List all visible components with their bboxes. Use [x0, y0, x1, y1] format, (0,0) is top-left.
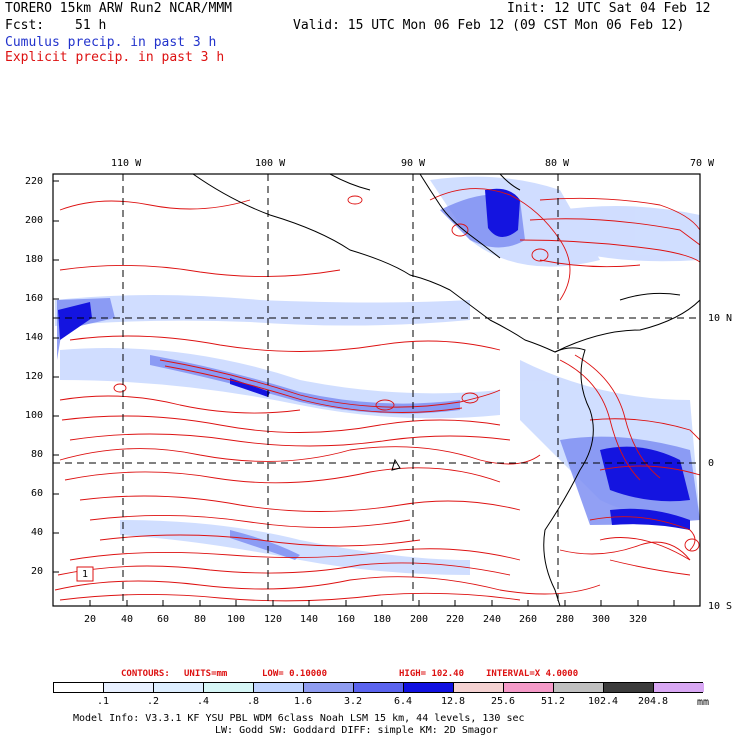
colorbar-cell: [154, 683, 204, 692]
colorbar-label: 6.4: [393, 696, 413, 707]
y-tick-80: 80: [31, 449, 44, 460]
x-tick-280: 280: [556, 614, 575, 625]
valid-time: Valid: 15 UTC Mon 06 Feb 12 (09 CST Mon …: [293, 18, 685, 33]
colorbar-cell: [654, 683, 704, 692]
y-tick-100: 100: [25, 410, 44, 421]
y-tick-60: 60: [31, 488, 44, 499]
colorbar-cell: [554, 683, 604, 692]
label-box-text: 1: [82, 569, 89, 580]
colorbar-cell: [354, 683, 404, 692]
contours-low: LOW= 0.10000: [262, 669, 328, 679]
lon-label-80w: 80 W: [545, 158, 570, 169]
precip-fields: [53, 174, 700, 606]
y-tick-20: 20: [31, 566, 44, 577]
x-tick-200: 200: [410, 614, 429, 625]
y-tick-220: 220: [25, 176, 44, 187]
y-tick-40: 40: [31, 527, 44, 538]
legend-cumulus: Cumulus precip. in past 3 h: [5, 35, 217, 50]
lon-label-100w: 100 W: [255, 158, 286, 169]
x-tick-320: 320: [629, 614, 648, 625]
colorbar-label: 102.4: [587, 696, 619, 707]
y-tick-140: 140: [25, 332, 44, 343]
colorbar-cell: [104, 683, 154, 692]
label-box: [76, 566, 94, 582]
coastlines: [192, 174, 700, 606]
colorbar-cell: [54, 683, 104, 692]
model-info: Model Info: V3.3.1 KF YSU PBL WDM 6class…: [73, 713, 525, 724]
colorbar-cell: [504, 683, 554, 692]
colorbar-label: 12.8: [440, 696, 466, 707]
x-tick-220: 220: [446, 614, 465, 625]
colorbar-label: .1: [96, 696, 110, 707]
colorbar-cell: [454, 683, 504, 692]
x-tick-300: 300: [592, 614, 611, 625]
x-tick-120: 120: [264, 614, 283, 625]
lat-label-0: 0: [708, 458, 715, 469]
model-title: TORERO 15km ARW Run2 NCAR/MMM: [5, 1, 232, 16]
forecast-label: Fcst:: [5, 18, 45, 33]
colorbar-cell: [604, 683, 654, 692]
cumulus-heavy-shading: [58, 188, 690, 530]
x-tick-140: 140: [300, 614, 319, 625]
map-frame: [52, 173, 701, 607]
colorbar-label: 1.6: [293, 696, 313, 707]
x-tick-80: 80: [194, 614, 207, 625]
forecast-hours: 51 h: [75, 18, 107, 33]
legend-explicit: Explicit precip. in past 3 h: [5, 50, 225, 65]
lat-label-10s: 10 S: [708, 601, 733, 612]
x-tick-20: 20: [84, 614, 97, 625]
init-time: Init: 12 UTC Sat 04 Feb 12: [507, 1, 711, 16]
colorbar-cell: [404, 683, 454, 692]
x-tick-100: 100: [227, 614, 246, 625]
lon-label-110w: 110 W: [111, 158, 142, 169]
x-tick-160: 160: [337, 614, 356, 625]
model-physics: LW: Godd SW: Goddard DIFF: simple KM: 2D…: [215, 725, 498, 736]
colorbar-label: 3.2: [343, 696, 363, 707]
colorbar-cell: [304, 683, 354, 692]
explicit-precip-contours: [54, 188, 700, 602]
colorbar: [53, 682, 704, 693]
colorbar-label: .8: [246, 696, 260, 707]
y-tick-120: 120: [25, 371, 44, 382]
x-tick-60: 60: [157, 614, 170, 625]
y-tick-200: 200: [25, 215, 44, 226]
colorbar-cell: [204, 683, 254, 692]
contours-label: CONTOURS:: [121, 669, 170, 679]
x-tick-240: 240: [483, 614, 502, 625]
lat-label-10n: 10 N: [708, 313, 733, 324]
lon-label-90w: 90 W: [401, 158, 426, 169]
colorbar-label: 51.2: [540, 696, 566, 707]
x-tick-180: 180: [373, 614, 392, 625]
lon-label-70w: 70 W: [690, 158, 715, 169]
x-tick-40: 40: [121, 614, 134, 625]
contours-high: HIGH= 102.40: [399, 669, 465, 679]
contours-units: UNITS=mm: [184, 669, 228, 679]
y-tick-160: 160: [25, 293, 44, 304]
colorbar-cell: [254, 683, 304, 692]
colorbar-label: 25.6: [490, 696, 516, 707]
x-tick-260: 260: [519, 614, 538, 625]
contours-interval: INTERVAL=X 4.0000: [486, 669, 579, 679]
axis-ticks: [53, 180, 675, 606]
colorbar-label: .2: [146, 696, 160, 707]
colorbar-label: .4: [196, 696, 210, 707]
colorbar-unit: mm: [697, 697, 710, 708]
y-tick-180: 180: [25, 254, 44, 265]
latlon-grid: [53, 174, 700, 606]
colorbar-label: 204.8: [637, 696, 669, 707]
